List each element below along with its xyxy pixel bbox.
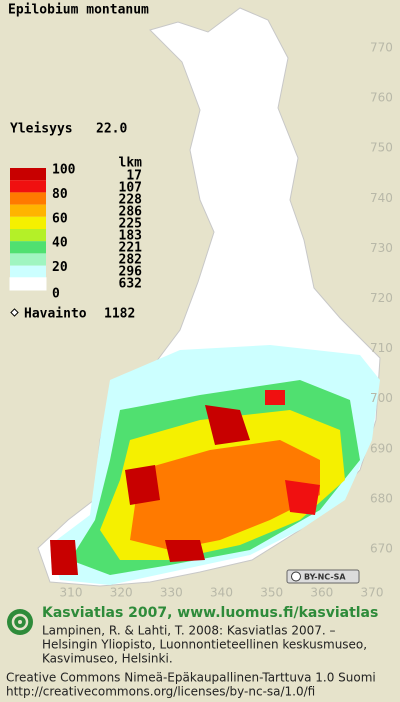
footer-heading: Kasviatlas 2007, www.luomus.fi/kasviatla…: [42, 605, 378, 621]
count-value: 221: [119, 241, 143, 256]
y-tick-label: 770: [370, 41, 393, 55]
count-value: 225: [119, 217, 142, 232]
legend-scale-label: 0: [52, 287, 60, 302]
x-tick-label: 330: [160, 586, 183, 600]
license-badge: [286, 569, 360, 584]
y-tick-label: 760: [370, 91, 393, 105]
legend-scale-label: 40: [52, 236, 68, 251]
license-url: http://creativecommons.org/licenses/by-n…: [6, 685, 315, 699]
logo: [7, 609, 33, 635]
y-tick-label: 700: [370, 391, 393, 405]
y-tick-label: 730: [370, 241, 393, 255]
y-tick-label: 710: [370, 341, 393, 355]
observations-value: 1182: [104, 307, 135, 322]
count-value: 296: [119, 265, 143, 280]
legend-swatch: [10, 265, 46, 278]
y-tick-label: 740: [370, 191, 393, 205]
legend-swatch: [10, 253, 46, 266]
legend-swatch: [10, 180, 46, 193]
y-tick-label: 720: [370, 291, 393, 305]
legend-swatch: [10, 168, 46, 181]
cc-icon: [291, 571, 301, 582]
legend-swatch: [10, 204, 46, 217]
x-tick-label: 320: [110, 586, 133, 600]
frequency-label: Yleisyys: [10, 122, 73, 137]
legend-swatch: [9, 277, 47, 291]
legend-scale-label: 20: [52, 260, 68, 275]
citation-line: Lampinen, R. & Lahti, T. 2008: Kasviatla…: [42, 624, 336, 638]
legend-swatch: [10, 241, 46, 254]
y-tick-label: 690: [370, 441, 393, 455]
tick-layer: 770 760 750 740 730 720 710 700 690 680 670 310 320 3…: [60, 41, 393, 600]
y-tick-label: 670: [370, 542, 393, 556]
count-value: 632: [119, 277, 142, 292]
legend: 100 80 60 40 20 0 lkm1710722828622518322128229…: [9, 156, 143, 302]
citation-line: Helsingin Yliopisto, Luonnontieteellinen…: [42, 638, 367, 652]
legend-swatch: [10, 216, 46, 229]
license-badge-text: BY-NC-SA: [304, 573, 346, 582]
x-tick-label: 360: [310, 586, 333, 600]
legend-scale-label: 100: [52, 163, 76, 178]
frequency-value: 22.0: [96, 122, 127, 137]
legend-swatch: [10, 192, 46, 205]
x-tick-label: 370: [361, 586, 384, 600]
count-value: 228: [119, 193, 143, 208]
legend-swatch: [10, 229, 46, 242]
observations-label: Havainto: [24, 307, 87, 322]
x-tick-label: 340: [210, 586, 233, 600]
count-value: 107: [119, 181, 142, 196]
count-value: 286: [119, 205, 143, 220]
y-tick-label: 750: [370, 141, 393, 155]
distribution-cells: [50, 345, 380, 585]
legend-scale-label: 60: [52, 211, 68, 226]
license-text: Creative Commons Nimeä-Epäkaupallinen-Ta…: [6, 671, 376, 685]
observation-symbol: [10, 308, 19, 317]
map-title: Epilobium montanum: [8, 3, 149, 18]
count-value: 17: [126, 169, 142, 184]
x-tick-label: 310: [60, 586, 83, 600]
count-header: lkm: [119, 156, 143, 171]
x-tick-label: 350: [260, 586, 283, 600]
y-tick-label: 680: [370, 491, 393, 505]
count-value: 183: [119, 229, 142, 244]
count-value: 282: [119, 253, 142, 268]
citation-line: Kasvimuseo, Helsinki.: [42, 652, 173, 666]
legend-scale-label: 80: [52, 187, 68, 202]
